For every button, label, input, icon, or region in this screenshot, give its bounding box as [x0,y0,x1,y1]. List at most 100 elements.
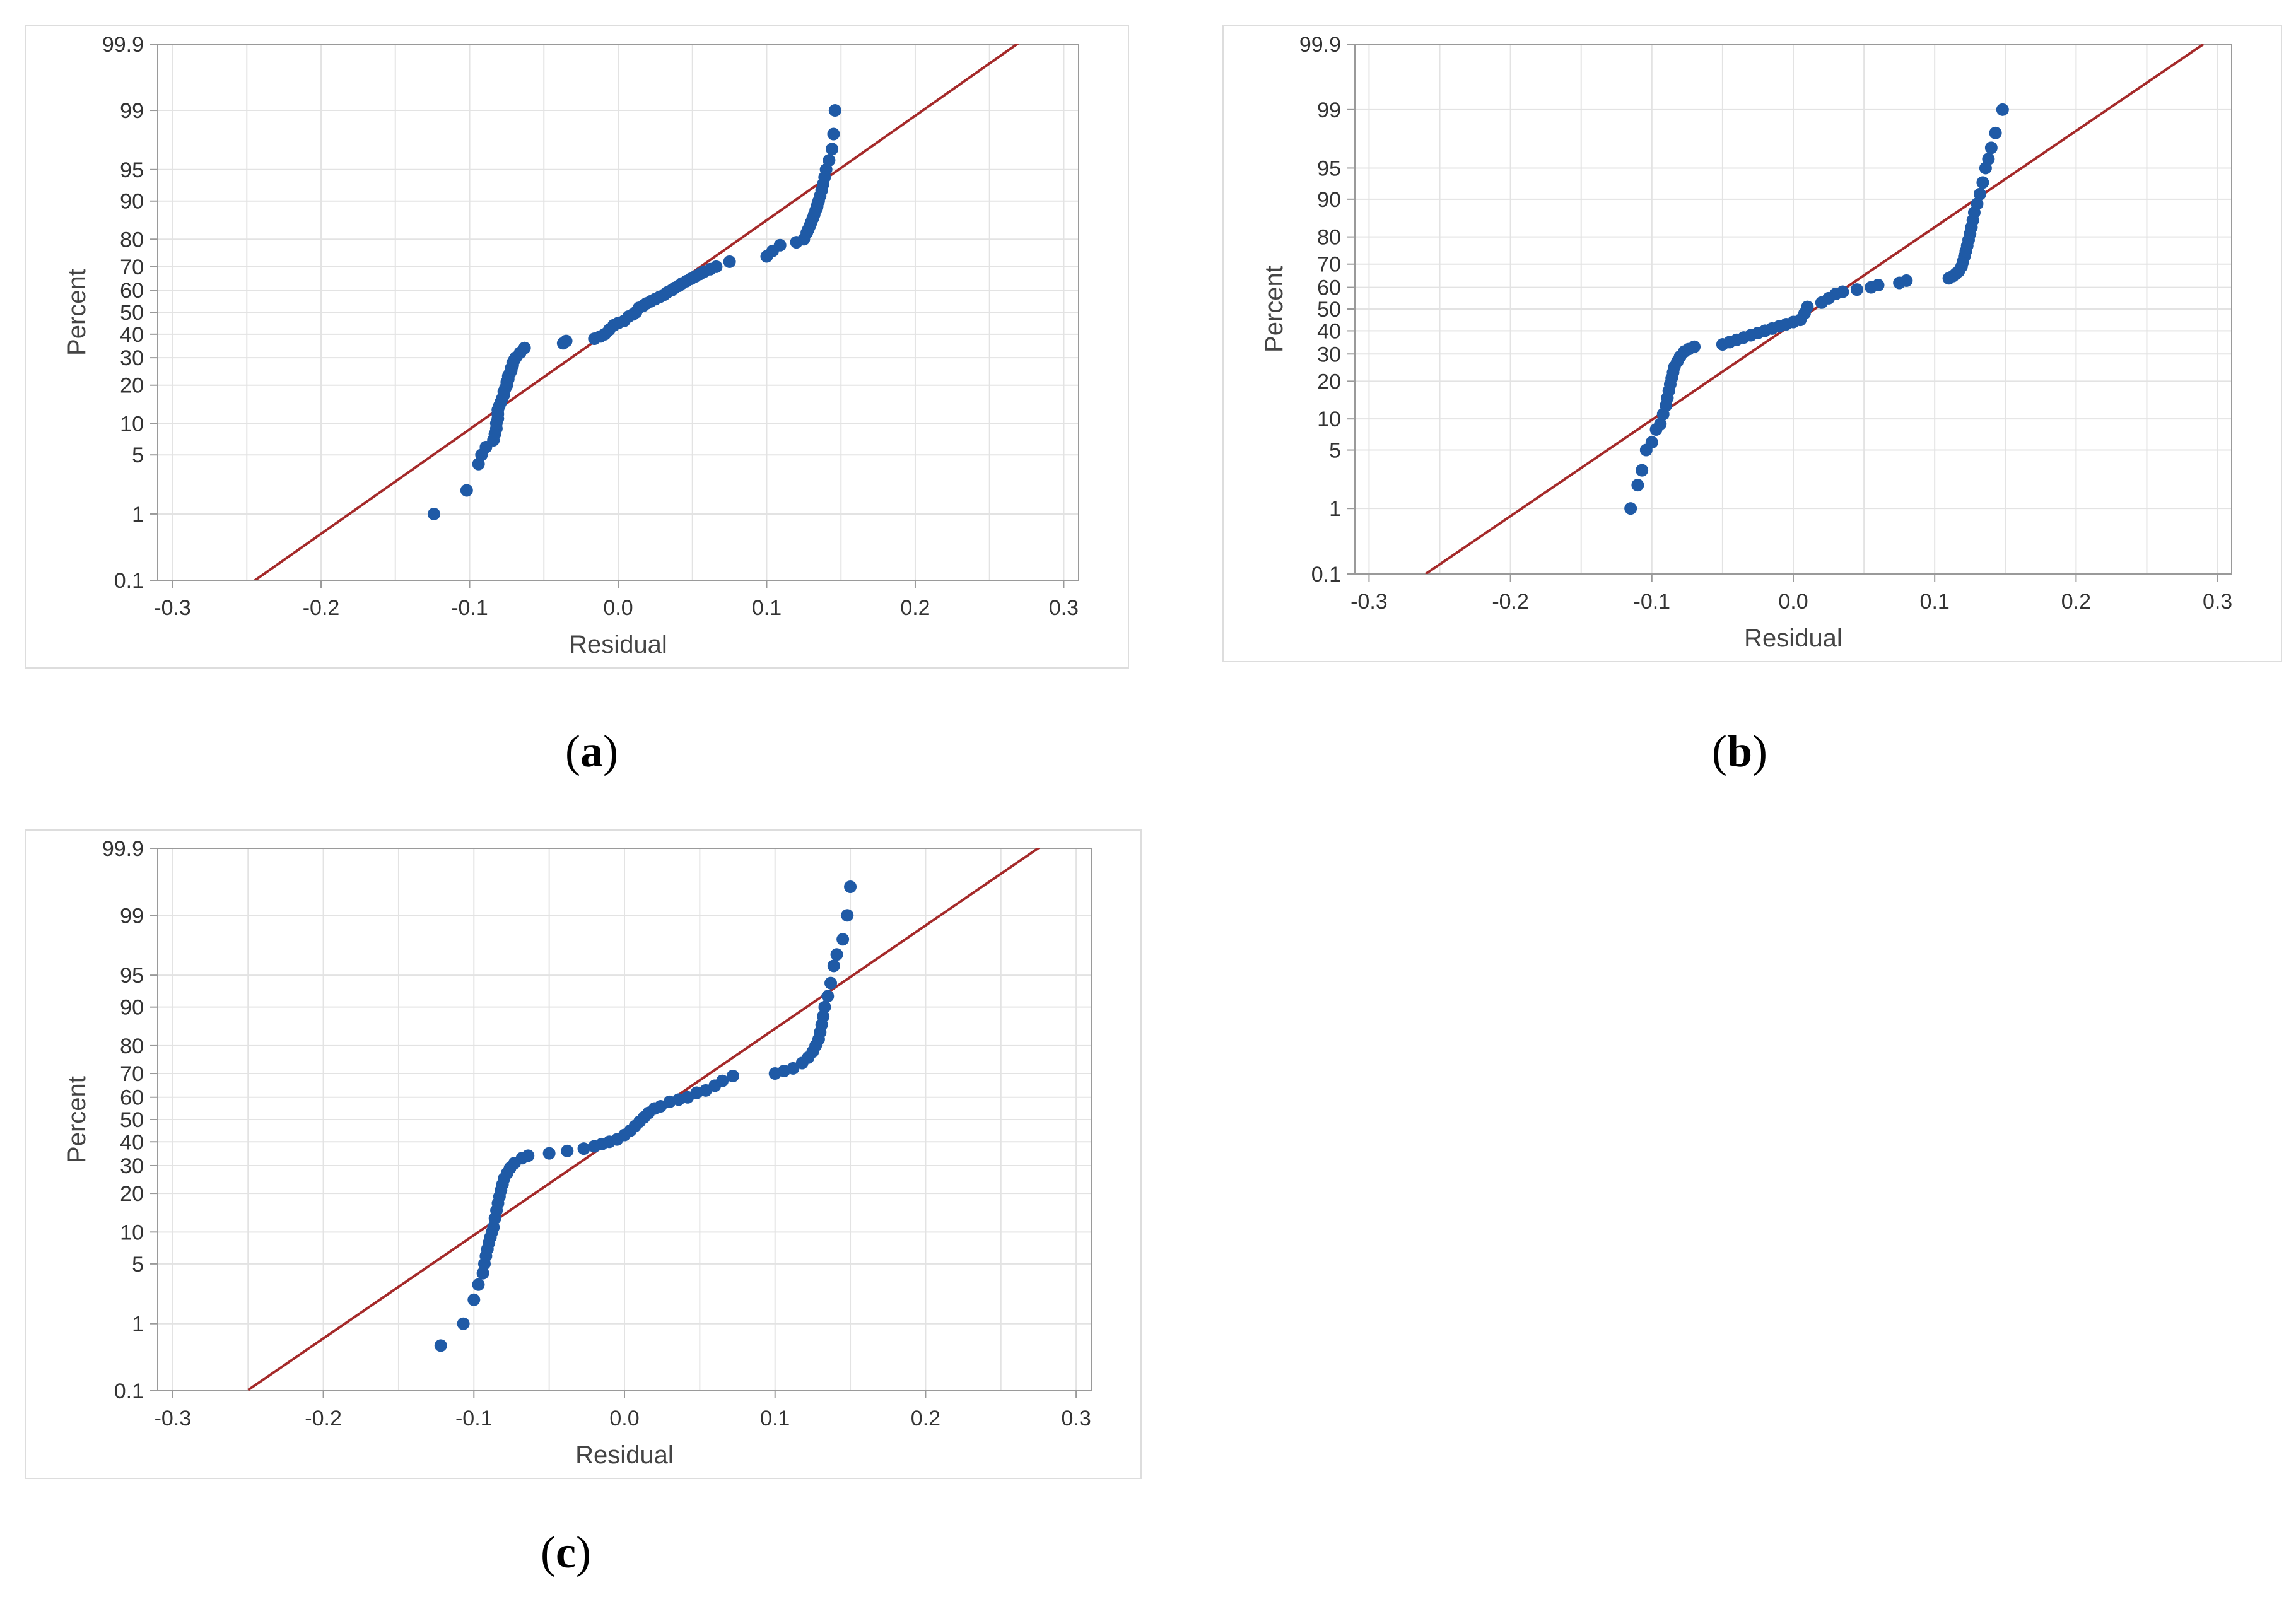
x-tick-label: 0.0 [603,596,633,620]
fit-line [1424,44,2205,574]
y-tick-label: 30 [1317,342,1341,366]
y-tick-label: 99.9 [1299,33,1341,57]
data-point [1836,285,1849,298]
data-point [472,1278,485,1291]
y-tick-label: 40 [120,1130,144,1154]
y-tick-label: 1 [1329,497,1341,521]
y-tick-label: 1 [132,1313,144,1337]
x-tick-label: -0.3 [1350,590,1388,614]
data-point [823,154,836,167]
y-tick-label: 0.1 [114,569,144,593]
y-axis-title: Percent [63,1076,91,1163]
data-point [726,1070,739,1083]
data-point [826,143,839,156]
x-tick-label: -0.1 [455,1407,493,1430]
data-point [1982,153,1995,166]
y-tick-label: 90 [1317,188,1341,212]
y-tick-label: 10 [120,1220,144,1244]
x-tick-label: -0.2 [305,1407,342,1430]
data-point [434,1339,447,1352]
data-point [818,1000,831,1014]
x-tick-label: 0.3 [1061,1407,1091,1430]
y-tick-label: 80 [1317,226,1341,250]
data-point [522,1149,535,1162]
y-tick-label: 80 [120,228,144,252]
data-point [559,334,573,348]
y-tick-label: 20 [120,1182,144,1206]
panel-frame [1222,25,2282,662]
x-tick-label: 0.1 [752,596,782,620]
y-axis-title: Percent [63,269,91,356]
y-tick-label: 99 [120,904,144,928]
data-point [1624,502,1637,515]
x-tick-label: 0.0 [609,1407,639,1430]
x-tick-label: 0.1 [1920,590,1950,614]
y-tick-label: 80 [120,1034,144,1058]
data-point [1973,187,1986,201]
data-point [841,909,854,922]
x-tick-label: -0.3 [155,1407,192,1430]
data-point [773,238,787,252]
y-axis-title: Percent [1260,266,1288,353]
data-point [1976,176,1989,189]
y-tick-label: 5 [1329,439,1341,463]
data-point [1971,197,1984,211]
y-tick-label: 50 [120,1108,144,1132]
data-point [1989,126,2002,139]
data-point [457,1317,470,1330]
x-tick-label: 0.3 [1049,596,1079,620]
data-point [1645,436,1658,449]
x-tick-label: -0.1 [451,596,488,620]
data-point [817,1010,830,1023]
data-point [723,255,736,268]
data-point [830,948,843,961]
data-point [716,1074,729,1087]
caption-c: (c) [541,1527,591,1577]
data-point [542,1147,556,1160]
y-tick-label: 60 [1317,276,1341,300]
x-tick-label: 0.2 [911,1407,940,1430]
data-point [844,880,857,893]
y-tick-label: 60 [120,279,144,303]
caption-a: (a) [565,726,618,776]
x-tick-label: -0.3 [154,596,191,620]
data-point [460,484,473,497]
data-point [1631,479,1644,492]
data-point [428,507,440,520]
y-tick-label: 30 [120,1154,144,1178]
data-point [1801,300,1814,313]
data-point [476,1266,489,1280]
x-tick-label: 0.2 [2061,590,2091,614]
data-point [824,976,838,990]
y-tick-label: 1 [132,503,144,527]
data-point [1654,418,1667,431]
y-tick-label: 10 [1317,407,1341,431]
data-point [1900,274,1913,287]
data-point [836,933,850,946]
data-point [827,127,840,141]
panel-c: -0.3 -0.2 -0.1 0.0 0.1 0.2 0.3 0.1 1 5 10 20 30 40 50 6… [25,829,1142,1479]
data-point [1688,340,1701,353]
y-tick-label: 95 [120,964,144,988]
y-tick-label: 99 [1317,98,1341,122]
panel-frame [25,25,1129,669]
y-tick-label: 50 [1317,298,1341,322]
y-tick-label: 40 [1317,319,1341,343]
data-point [710,260,723,273]
x-axis-title: Residual [569,631,667,658]
data-point [1996,103,2009,116]
y-tick-label: 70 [120,1062,144,1086]
data-point [828,104,841,117]
x-tick-label: -0.2 [1492,590,1529,614]
y-tick-label: 20 [120,374,144,398]
y-tick-label: 99.9 [102,837,144,861]
y-tick-label: 50 [120,301,144,325]
caption-b: (b) [1711,726,1767,776]
panel-a: -0.3 -0.2 -0.1 0.0 0.1 0.2 0.3 0.1 1 5 10 20 30 40 50 6… [25,25,1129,669]
chart-a: -0.3 -0.2 -0.1 0.0 0.1 0.2 0.3 0.1 1 5 10 20 3040506… [25,25,1129,669]
data-point [1636,464,1649,477]
x-tick-label: -0.1 [1634,590,1671,614]
y-tick-label: 90 [120,996,144,1020]
data-point [821,990,835,1003]
y-tick-label: 70 [1317,253,1341,277]
